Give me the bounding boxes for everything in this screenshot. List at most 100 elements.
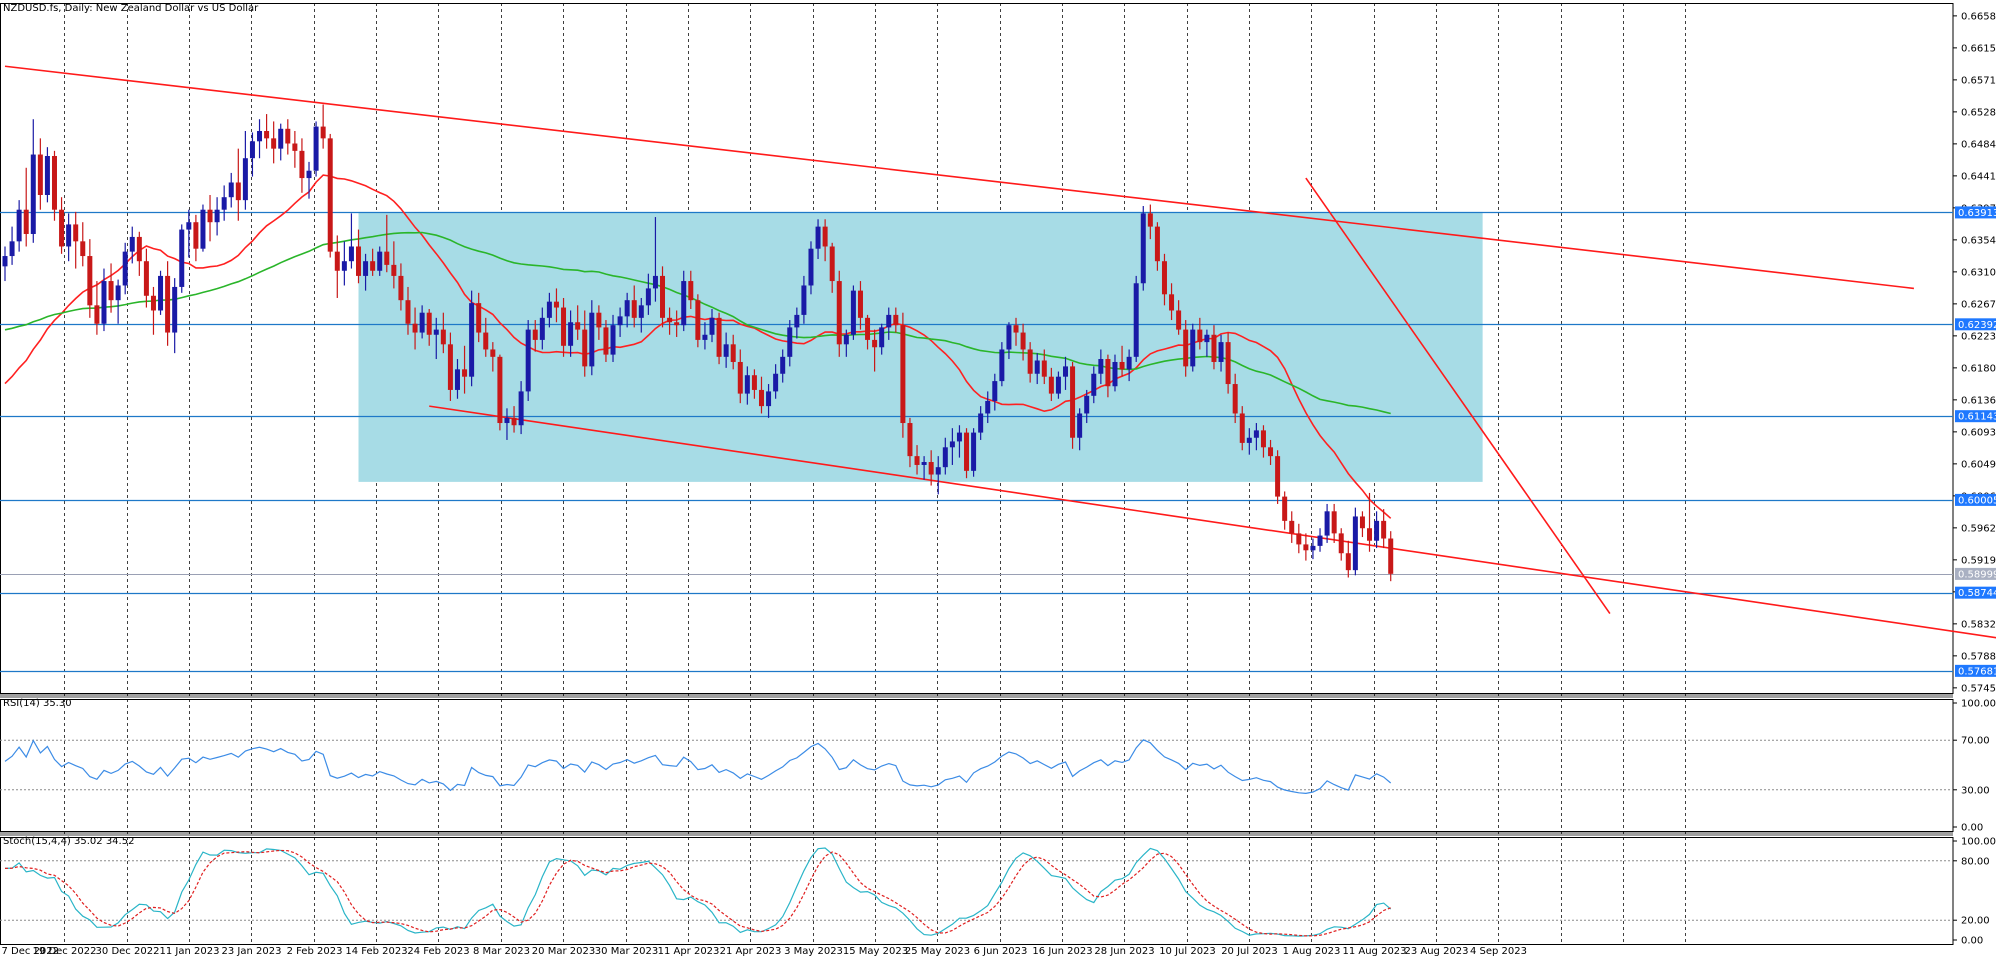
time-axis-label: 15 May 2023 xyxy=(843,946,908,957)
time-axis-label: 25 May 2023 xyxy=(905,946,970,957)
candle-body xyxy=(815,226,821,249)
candle-body xyxy=(1260,430,1266,448)
candle-body xyxy=(999,349,1005,382)
candle-body xyxy=(850,290,856,335)
candle-body xyxy=(674,322,680,326)
candle-body xyxy=(511,417,517,426)
candle-body xyxy=(412,323,418,333)
candle-body xyxy=(956,432,962,442)
candle-body xyxy=(836,281,842,345)
candle-body xyxy=(143,261,149,296)
candle-body xyxy=(532,329,538,340)
candle-body xyxy=(751,375,757,390)
candle-body xyxy=(1239,413,1245,443)
time-axis-label: 19 Dec 2022 xyxy=(33,946,97,957)
candle-body xyxy=(384,251,390,265)
panel-frame xyxy=(0,699,1954,832)
panel-frame xyxy=(0,3,1954,694)
candle-body xyxy=(596,312,602,328)
candle-body xyxy=(221,197,227,210)
candle-body xyxy=(334,251,340,271)
price-tick-label: 0.57885 xyxy=(1961,651,1996,662)
candle-body xyxy=(285,128,291,144)
price-tick-label: 0.65715 xyxy=(1961,75,1996,86)
stoch-signal-line xyxy=(4,849,1391,937)
candle-body xyxy=(1070,366,1076,438)
candle-body xyxy=(610,325,616,355)
price-tick-label: 0.64845 xyxy=(1961,139,1996,150)
stoch-main-line xyxy=(4,847,1392,937)
candle-body xyxy=(179,229,185,287)
candle-body xyxy=(546,301,552,318)
candle-body xyxy=(469,303,475,377)
candle-body xyxy=(51,156,57,210)
candle-body xyxy=(150,295,156,311)
price-tick-label: 0.61365 xyxy=(1961,395,1996,406)
candle-body xyxy=(525,329,531,392)
time-axis-label: 2 Feb 2023 xyxy=(287,946,343,957)
candle-body xyxy=(59,209,65,247)
candle-body xyxy=(971,432,977,471)
candle-body xyxy=(454,369,460,390)
candle-body xyxy=(964,432,970,471)
candle-body xyxy=(271,138,277,149)
candle-body xyxy=(872,339,878,348)
candle-body xyxy=(440,329,446,345)
candle-body xyxy=(660,275,666,318)
candle-body xyxy=(30,154,36,234)
price-label-box xyxy=(1955,664,1996,677)
candle-body xyxy=(1275,456,1281,497)
candle-body xyxy=(1310,545,1316,551)
candle-body xyxy=(426,312,432,335)
candle-body xyxy=(1232,384,1238,414)
time-axis-label: 7 Dec 2022 xyxy=(2,946,60,957)
candle-body xyxy=(490,349,496,357)
candle-body xyxy=(172,286,178,333)
candle-body xyxy=(405,300,411,324)
price-label-box xyxy=(1955,318,1996,331)
candle-body xyxy=(879,327,885,348)
price-tick-label: 0.63105 xyxy=(1961,267,1996,278)
candle-body xyxy=(921,462,927,465)
candle-body xyxy=(914,456,920,465)
candle-body xyxy=(624,300,630,317)
time-axis-label: 4 Sep 2023 xyxy=(1470,946,1527,957)
chart-title: NZDUSD.fs, Daily: New Zealand Dollar vs … xyxy=(3,3,259,14)
candle-body xyxy=(313,126,319,171)
candle-body xyxy=(108,281,114,301)
candle-body xyxy=(709,317,715,335)
candle-body xyxy=(1204,334,1210,343)
candle-body xyxy=(1063,366,1068,377)
candle-body xyxy=(1176,310,1182,330)
candle-body xyxy=(801,285,807,315)
candle-body xyxy=(94,305,100,324)
candle-body xyxy=(1027,349,1033,374)
candle-body xyxy=(857,290,863,318)
price-tick-label: 0.59625 xyxy=(1961,523,1996,534)
price-label: 0.63913 xyxy=(1958,208,1996,219)
oscillator-tick-label: 100.00 xyxy=(1961,837,1996,848)
candle-body xyxy=(80,241,86,257)
candle-body xyxy=(688,281,694,301)
stochastic-panel: 100.00 80.00 20.00 0.00 xyxy=(0,837,1996,947)
stoch-title: Stoch(15,4,4) 35.02 34.52 xyxy=(3,836,134,847)
candle-body xyxy=(122,251,128,286)
candle-body xyxy=(1359,516,1365,529)
oscillator-tick-label: 0.00 xyxy=(1961,823,1983,834)
panel-frame xyxy=(0,837,1954,945)
candle-body xyxy=(1246,437,1252,443)
candle-body xyxy=(1303,544,1309,551)
candle-body xyxy=(37,154,43,195)
oscillator-tick-label: 30.00 xyxy=(1961,785,1990,796)
oscillator-tick-label: 100.00 xyxy=(1961,699,1996,710)
candle-body xyxy=(1225,342,1231,385)
candle-body xyxy=(829,246,835,282)
candle-body xyxy=(985,400,991,414)
time-axis-label: 11 Apr 2023 xyxy=(658,946,720,957)
time-axis-label: 6 Jun 2023 xyxy=(974,946,1028,957)
time-axis-label: 20 Mar 2023 xyxy=(532,946,595,957)
